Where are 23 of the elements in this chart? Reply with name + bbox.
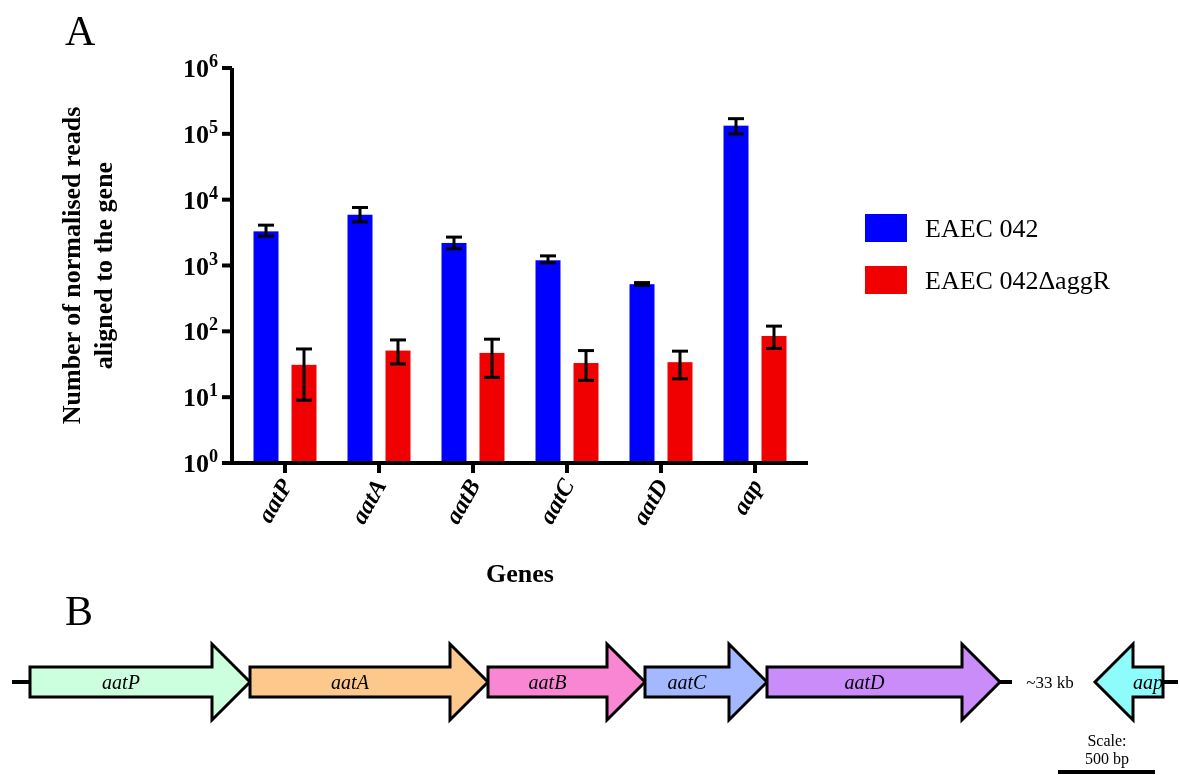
y-axis-title: Number of normalised reads aligned to the gene: [57, 106, 118, 425]
text: Scale:: [1087, 732, 1127, 749]
x-tick-label: aap: [726, 474, 768, 519]
text: ~33 kb: [1026, 673, 1074, 692]
y-tick-label: 10$^{1}$: [182, 380, 218, 413]
text: 500 bp: [1085, 750, 1129, 768]
text: aatC: [667, 671, 708, 693]
text: aap: [1133, 671, 1163, 694]
y-tick-label: 10$^{6}$: [182, 51, 218, 83]
y-tick-label: 10$^{0}$: [182, 446, 218, 478]
text: B: [65, 588, 94, 634]
legend-label: EAEC 042ΔaggR: [925, 266, 1111, 295]
x-axis-title: Genes: [486, 559, 554, 588]
y-tick-label: 10$^{5}$: [182, 116, 218, 149]
y-tick-label: 10$^{3}$: [182, 248, 218, 281]
y-tick-label: 10$^{2}$: [182, 314, 218, 347]
text: aatP: [102, 671, 140, 693]
y-tick-label: 10$^{4}$: [182, 182, 218, 215]
text: aatD: [844, 671, 886, 693]
legend-label: EAEC 042: [925, 214, 1039, 243]
chart-title: A: [65, 8, 96, 54]
text: aatB: [528, 671, 567, 693]
text: aatA: [331, 671, 370, 693]
